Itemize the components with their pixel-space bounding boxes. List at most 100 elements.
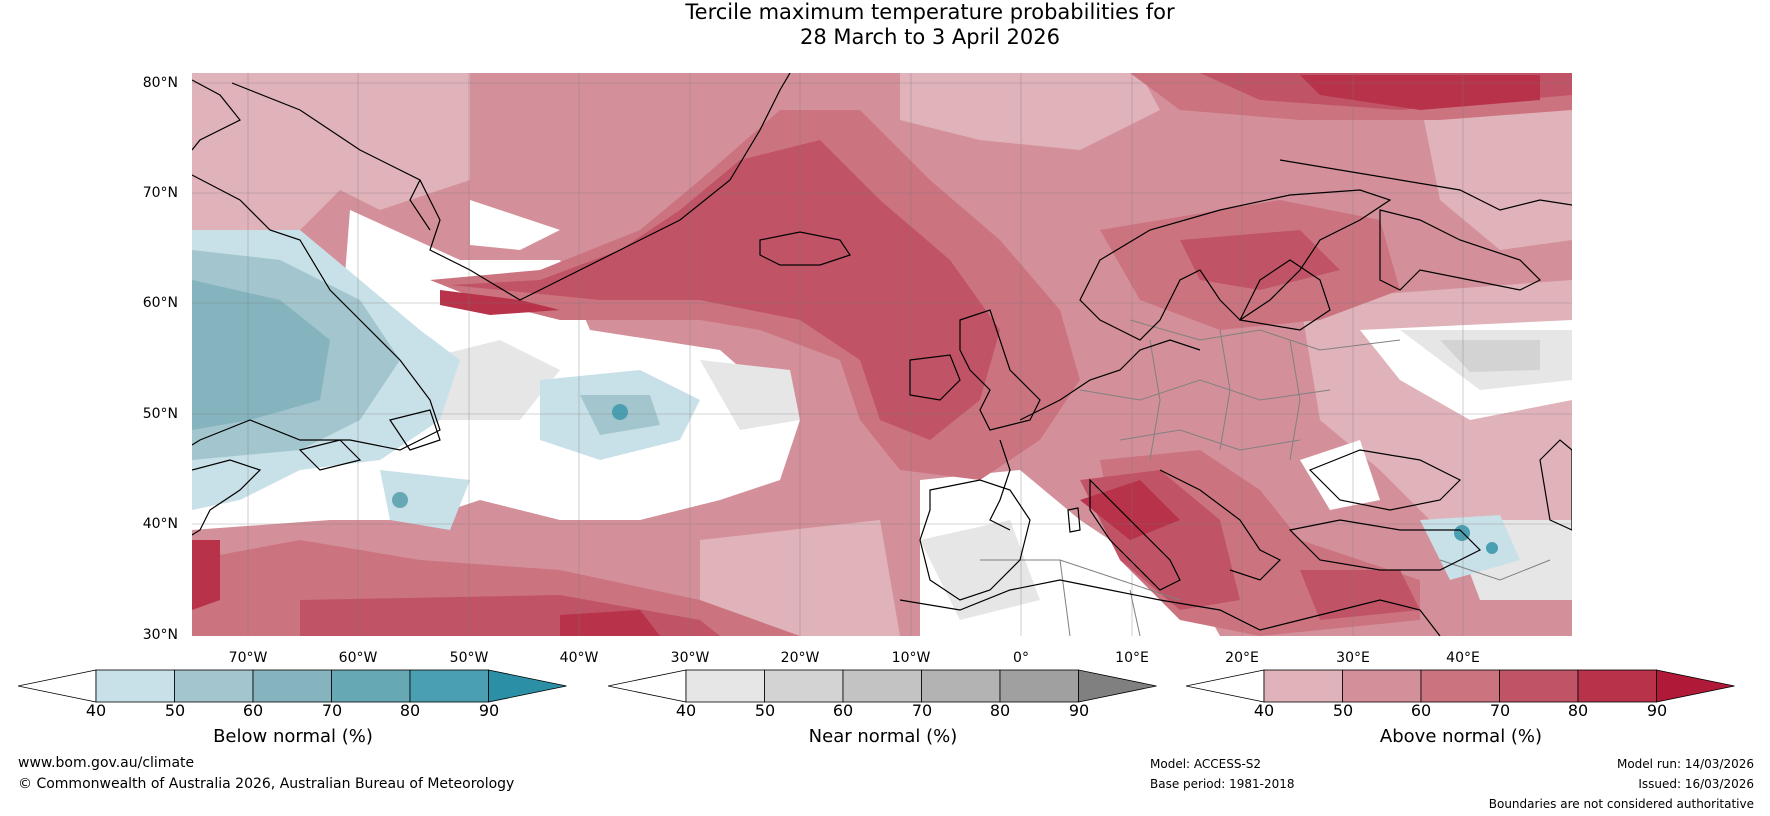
cb-below-tick: 40 (85, 701, 107, 720)
lat-label-40n: 40°N (142, 516, 178, 532)
ireland-coast (909, 354, 961, 401)
cb-near-tick: 80 (989, 701, 1011, 720)
africa-coast (899, 579, 1441, 636)
colorbar-swatch (488, 669, 567, 703)
lon-label-50w: 50°W (449, 650, 489, 666)
country-borders (980, 319, 1551, 636)
footer-copyright: © Commonwealth of Australia 2026, Austra… (18, 776, 515, 792)
nova-scotia-coast (298, 439, 362, 471)
below-normal-core (1486, 542, 1498, 554)
lon-label-40w: 40°W (559, 650, 599, 666)
near-normal-region (1440, 340, 1540, 372)
us-coast (192, 459, 262, 536)
lat-label-70n: 70°N (142, 185, 178, 201)
below-normal-region (1420, 515, 1520, 580)
colorbar-swatch (921, 669, 1001, 703)
coastlines (192, 73, 1572, 636)
colorbar-near (608, 669, 1157, 703)
newfoundland-coast (389, 409, 441, 451)
footer-model: Model: ACCESS-S2 (1150, 757, 1262, 771)
lat-label-30n: 30°N (142, 627, 178, 643)
colorbar-swatch (764, 669, 844, 703)
colorbar-above-swatches (1186, 669, 1735, 703)
above-max-region (192, 540, 220, 610)
turkey-coast (1288, 519, 1482, 571)
iberia-coast (919, 479, 1031, 601)
above-max-region (560, 610, 660, 636)
colorbar-swatch (174, 669, 254, 703)
colorbar-below-title: Below normal (%) (213, 726, 373, 747)
italy-coast (1089, 478, 1181, 591)
balkan-coast (1159, 469, 1282, 581)
colorbar-swatch (1577, 669, 1657, 703)
above-light-region (900, 73, 1160, 150)
colorbar-swatch (999, 669, 1079, 703)
baffin-coast (192, 79, 241, 151)
greenland-coast (231, 73, 791, 301)
france-coast (989, 439, 1011, 531)
footer-model-run: Model run: 14/03/2026 (1616, 757, 1754, 771)
below-normal-region (192, 280, 330, 430)
above-deep-region (1300, 570, 1420, 620)
cb-below-tick: 50 (164, 701, 186, 720)
cb-below-tick: 80 (399, 701, 421, 720)
footer-website: www.bom.gov.au/climate (18, 755, 195, 771)
map-title: Tercile maximum temperature probabilitie… (0, 0, 1770, 50)
above-max-region (440, 290, 560, 315)
colorbar-above (1186, 669, 1735, 703)
below-normal-region (380, 470, 470, 530)
lon-label-70w: 70°W (228, 650, 268, 666)
lon-label-40e: 40°E (1446, 650, 1480, 666)
cb-near-tick: 50 (754, 701, 776, 720)
finland-coast (1239, 259, 1331, 331)
title-line-2: 28 March to 3 April 2026 (800, 25, 1060, 49)
lat-label-80n: 80°N (142, 75, 178, 91)
above-deep-region (1180, 230, 1340, 290)
colorbar-above-title: Above normal (%) (1379, 726, 1543, 747)
colorbar-swatch (1186, 669, 1265, 703)
cb-above-tick: 80 (1567, 701, 1589, 720)
cb-above-tick: 90 (1646, 701, 1668, 720)
colorbar-near-title: Near normal (%) (808, 726, 958, 747)
colorbar-swatch (685, 669, 765, 703)
neutral-region (1300, 440, 1380, 510)
title-line-1: Tercile maximum temperature probabilitie… (685, 0, 1175, 24)
caspian-coast (1539, 439, 1572, 531)
colorbar-below-swatches (18, 669, 567, 703)
near-normal-region (920, 520, 1040, 620)
cb-above-tick: 50 (1332, 701, 1354, 720)
lat-label-50n: 50°N (142, 406, 178, 422)
colorbar-below (18, 669, 567, 703)
graticule (192, 73, 1572, 636)
colorbar-swatch (1656, 669, 1735, 703)
lon-label-10e: 10°E (1115, 650, 1149, 666)
lat-label-60n: 60°N (142, 295, 178, 311)
labrador-coast (192, 174, 441, 451)
above-max-region (1300, 75, 1540, 110)
white-sea-coast (1379, 209, 1542, 291)
cb-near-tick: 90 (1068, 701, 1090, 720)
colorbar-swatch (1499, 669, 1579, 703)
colorbar-swatch (842, 669, 922, 703)
lon-label-30w: 30°W (670, 650, 710, 666)
colorbar-swatch (1342, 669, 1422, 703)
footer-disclaimer: Boundaries are not considered authoritat… (1488, 797, 1754, 811)
lon-label-60w: 60°W (338, 650, 378, 666)
lon-label-10w: 10°W (891, 650, 931, 666)
lon-label-0: 0° (1013, 650, 1029, 666)
colorbar-swatch (1078, 669, 1157, 703)
footer-issued: Issued: 16/03/2026 (1638, 777, 1754, 791)
probability-map (192, 73, 1572, 636)
colorbar-swatch (409, 669, 489, 703)
below-normal-core (1454, 525, 1470, 541)
cb-above-tick: 70 (1489, 701, 1511, 720)
above-light-region (192, 73, 470, 230)
lon-label-20e: 20°E (1225, 650, 1259, 666)
sardinia-coast (1067, 507, 1081, 533)
arctic-coast (1279, 159, 1572, 211)
iceland-coast (759, 231, 851, 266)
above-light-region (1420, 100, 1572, 250)
great-britain-coast (959, 309, 1041, 431)
cb-below-tick: 90 (478, 701, 500, 720)
above-deep-region (450, 140, 1000, 440)
